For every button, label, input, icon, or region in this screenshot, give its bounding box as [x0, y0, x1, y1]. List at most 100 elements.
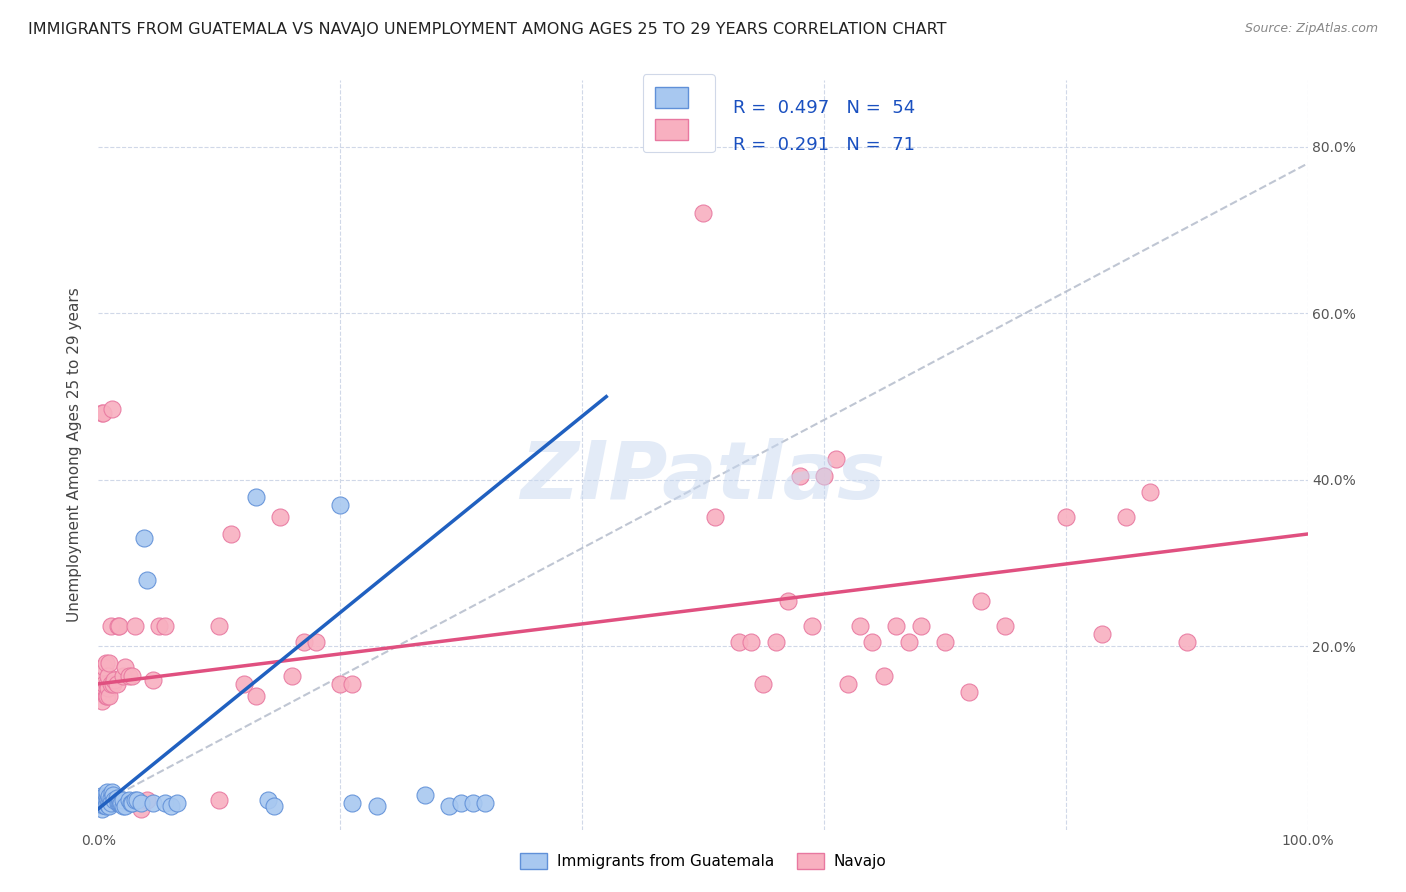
Point [107, 618, 129, 632]
Point [114, 660, 136, 674]
Point [100, 618, 122, 632]
Point [934, 635, 956, 649]
Point [90, 673, 112, 687]
Point [93, 789, 115, 804]
Point [94, 690, 117, 704]
Point [886, 618, 908, 632]
Y-axis label: Unemployment Among Ages 25 to 29 years: Unemployment Among Ages 25 to 29 years [67, 287, 83, 623]
Point [111, 668, 134, 682]
Point [98, 789, 121, 804]
Point [860, 635, 883, 649]
Point [91, 802, 114, 816]
Point [463, 796, 485, 810]
Point [124, 618, 146, 632]
Point [474, 796, 496, 810]
Point [740, 635, 762, 649]
Point [97, 797, 120, 812]
Point [263, 799, 285, 814]
Point [789, 468, 811, 483]
Point [98, 799, 121, 814]
Point [800, 618, 823, 632]
Point [93, 660, 115, 674]
Point [208, 793, 231, 807]
Point [105, 791, 128, 805]
Point [111, 793, 134, 807]
Point [910, 618, 932, 632]
Point [160, 799, 183, 814]
Point [94, 793, 117, 807]
Point [825, 452, 848, 467]
Point [98, 690, 121, 704]
Text: ZIPatlas: ZIPatlas [520, 438, 886, 516]
Point [413, 788, 436, 802]
Legend:  ,  : , [643, 74, 716, 153]
Point [221, 527, 243, 541]
Point [1175, 635, 1198, 649]
Point [108, 793, 131, 807]
Point [692, 206, 714, 220]
Point [957, 685, 980, 699]
Point [103, 673, 125, 687]
Point [1139, 485, 1161, 500]
Point [245, 690, 267, 704]
Point [342, 796, 364, 810]
Point [765, 635, 787, 649]
Point [93, 677, 115, 691]
Point [208, 618, 231, 632]
Point [89, 685, 111, 699]
Point [90, 789, 112, 804]
Point [118, 793, 141, 807]
Point [142, 796, 165, 810]
Point [91, 793, 114, 807]
Point [142, 673, 165, 687]
Point [93, 797, 115, 812]
Text: Source: ZipAtlas.com: Source: ZipAtlas.com [1244, 22, 1378, 36]
Point [108, 796, 131, 810]
Point [134, 531, 156, 545]
Point [107, 796, 129, 810]
Point [329, 677, 352, 691]
Point [994, 618, 1017, 632]
Point [96, 677, 118, 691]
Point [114, 799, 136, 814]
Point [1091, 627, 1114, 641]
Point [91, 406, 114, 420]
Point [837, 677, 859, 691]
Point [91, 693, 114, 707]
Point [281, 668, 304, 682]
Point [232, 677, 254, 691]
Point [437, 799, 460, 814]
Text: IMMIGRANTS FROM GUATEMALA VS NAVAJO UNEMPLOYMENT AMONG AGES 25 TO 29 YEARS CORRE: IMMIGRANTS FROM GUATEMALA VS NAVAJO UNEM… [28, 22, 946, 37]
Point [100, 796, 122, 810]
Point [98, 656, 121, 670]
Point [120, 796, 142, 810]
Point [329, 498, 352, 512]
Point [776, 593, 799, 607]
Point [100, 402, 122, 417]
Point [100, 791, 122, 805]
Point [129, 802, 152, 816]
Point [129, 796, 152, 810]
Point [124, 793, 146, 807]
Point [110, 796, 132, 810]
Point [91, 797, 114, 812]
Point [90, 797, 112, 812]
Point [96, 789, 118, 804]
Point [269, 510, 291, 524]
Point [101, 677, 124, 691]
Text: R =  0.291   N =  71: R = 0.291 N = 71 [734, 136, 915, 154]
Point [91, 406, 114, 420]
Point [97, 793, 120, 807]
Point [970, 593, 993, 607]
Point [1054, 510, 1077, 524]
Point [813, 468, 835, 483]
Point [166, 796, 188, 810]
Point [89, 793, 111, 807]
Point [97, 668, 120, 682]
Point [96, 785, 118, 799]
Point [752, 677, 775, 691]
Point [873, 668, 896, 682]
Point [94, 799, 117, 814]
Point [101, 788, 124, 802]
Point [94, 656, 117, 670]
